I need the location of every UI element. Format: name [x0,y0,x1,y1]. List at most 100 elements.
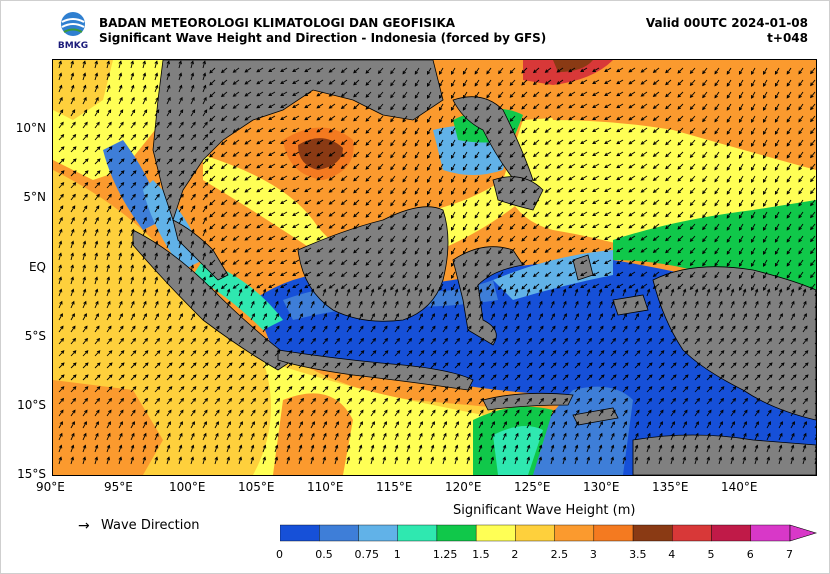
wave-arrow [610,457,614,465]
wave-arrow [58,325,64,333]
wave-arrow [166,122,172,129]
wave-arrow [451,283,456,291]
wave-arrow [798,103,804,110]
wave-arrow-head [659,313,663,317]
wave-arrow [334,289,338,297]
wave-arrow-head [714,250,718,255]
wave-arrow [178,253,182,261]
wave-arrow-head [616,116,621,121]
wave-arrow [810,187,816,194]
wave-arrow [628,223,636,229]
wave-arrow [462,223,468,231]
wave-arrow-head [178,60,182,65]
wave-arrow [682,386,689,393]
wave-arrow [670,409,676,417]
wave-arrow-head [119,109,124,114]
wave-arrow-head [640,117,645,121]
wave-arrow-head [587,313,591,317]
wave-arrow [130,457,134,465]
wave-arrow [394,409,400,417]
wave-arrow [256,67,264,73]
wave-arrow-head [58,264,62,269]
wave-arrow-head [731,300,735,305]
wave-arrow-head [316,224,321,229]
wave-arrow-head [131,313,135,317]
wave-arrow [58,421,63,429]
wave-arrow-head [180,170,185,174]
wave-arrow [690,199,696,206]
wave-arrow [94,97,99,105]
wave-arrow [677,187,684,194]
wave-arrow-head [652,165,657,169]
wave-arrow [130,122,136,129]
wave-arrow-head [798,238,802,243]
wave-arrow-head [544,249,549,253]
wave-arrow [454,350,461,357]
wave-arrow-head [763,251,767,255]
wave-arrow [726,247,732,255]
wave-arrow-head [516,397,521,402]
wave-arrow [502,421,507,429]
wave-arrow [751,211,756,219]
wave-arrow-head [556,189,561,193]
wave-arrow [545,187,552,193]
wave-arrow [394,301,399,309]
wave-arrow-head [106,444,111,449]
wave-arrow-head [731,432,735,437]
wave-arrow [706,350,713,357]
wave-arrow-head [714,226,718,231]
wave-arrow-head [552,350,557,354]
wave-arrow-head [365,94,370,98]
wave-arrow-head [670,288,675,293]
wave-arrow [262,457,266,465]
wave-arrow [118,229,123,237]
wave-arrow-head [610,456,615,461]
colorbar-segment [632,524,673,542]
wave-arrow-head [480,362,485,367]
wave-arrow-head [684,397,689,402]
wave-arrow [742,457,746,465]
wave-arrow [690,79,696,86]
wave-arrow [256,199,264,205]
wave-arrow [778,338,784,345]
wave-arrow-head [708,409,712,414]
wave-arrow [466,350,473,357]
wave-arrow-head [120,362,125,367]
wave-arrow [58,313,63,321]
wave-arrow-head [689,178,694,182]
wave-arrow [454,433,459,441]
wave-arrow [490,289,494,297]
wave-arrow-head [660,325,664,330]
wave-arrow [706,325,712,333]
wave-arrow [694,325,700,333]
wave-arrow [274,350,281,357]
wave-arrow [751,79,756,87]
wave-arrow-head [528,362,533,367]
wave-arrow-head [316,164,321,169]
wave-arrow [665,223,672,230]
wave-arrow-head [232,261,237,265]
wave-arrow [154,229,159,237]
wave-arrow [209,151,216,158]
wave-arrow [490,386,497,393]
wave-arrow-head [203,300,207,305]
wave-arrow [533,79,540,85]
wave-arrow [94,265,98,273]
wave-arrow-head [58,456,63,461]
wave-arrow [346,433,351,441]
wave-arrow [474,283,480,291]
wave-arrow-head [353,129,357,134]
wave-arrow-head [414,214,419,219]
wave-arrow [454,362,461,369]
wave-arrow-head [402,106,406,111]
wave-arrow-head [70,288,75,293]
wave-arrow-head [82,444,87,449]
wave-arrow-head [426,83,431,87]
wave-arrow [154,338,160,345]
wave-arrow [190,350,197,357]
wave-arrow [106,325,112,333]
wave-arrow [498,247,504,254]
wave-arrow [154,289,158,297]
wave-arrow [202,265,206,273]
wave-arrow-head [624,350,629,354]
